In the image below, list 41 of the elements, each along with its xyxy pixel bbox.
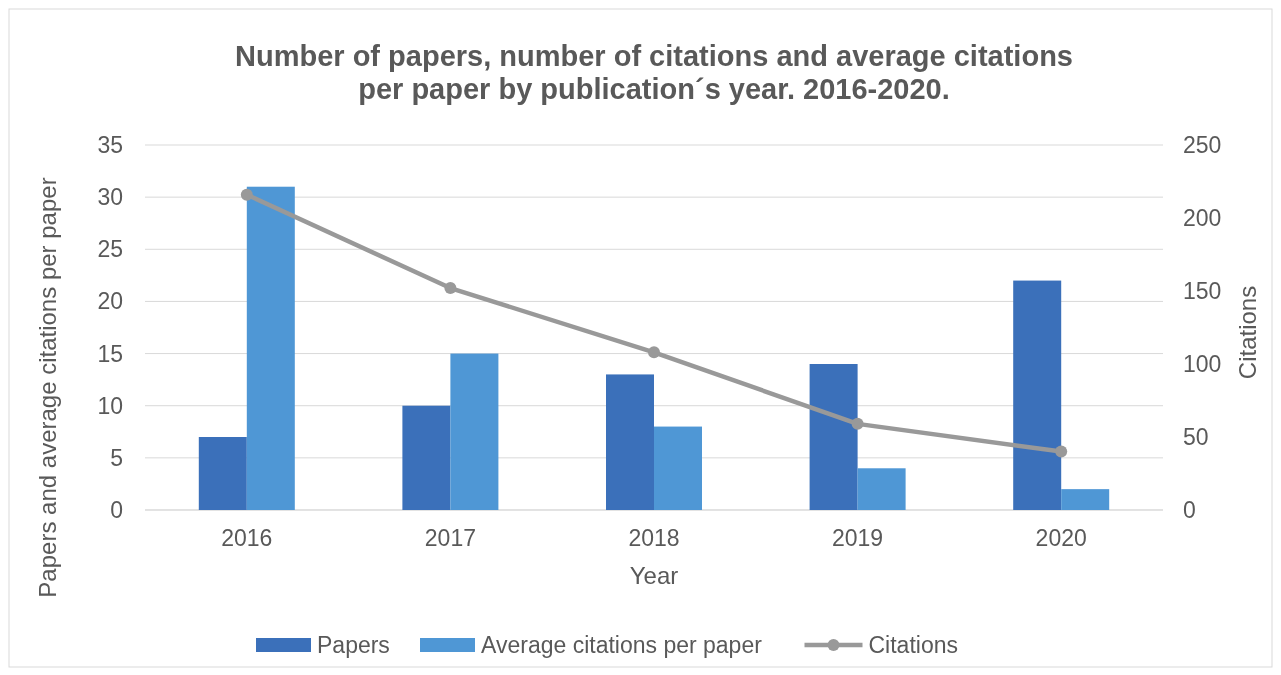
x-tick-label: 2018 [628,525,680,551]
y2-tick-label: 50 [1183,424,1209,451]
y2-tick-label: 200 [1183,205,1222,232]
y-tick-label: 25 [97,236,123,263]
y-axis-title: Papers and average citations per paper [34,177,61,598]
legend-label: Citations [868,632,958,659]
chart-title: Number of papers, number of citations and average citations per paper by publication´s year. 2016-2020. [235,40,1073,105]
y2-tick-label: 100 [1183,351,1222,378]
bar [198,437,247,510]
y-tick-label: 35 [97,132,123,159]
y-tick-label: 5 [110,444,123,471]
bar [606,374,654,510]
point [1055,445,1068,458]
y2-tick-label: 150 [1183,278,1222,305]
bar [1013,280,1062,510]
bar [654,426,702,510]
y-tick-label: 15 [97,340,123,367]
point [648,346,660,359]
x-axis-title: Year [629,562,679,589]
y2-tick-label: 0 [1183,497,1196,524]
y-tick-label: 20 [97,288,123,315]
point [851,417,864,430]
point [444,282,457,295]
point [240,188,253,201]
bar [450,353,499,510]
y2-tick-label: 250 [1183,132,1222,159]
x-tick-label: 2016 [221,525,273,551]
bar [246,186,295,510]
bar [402,405,451,510]
y-tick-label: 30 [97,184,123,211]
legend-label: Papers [317,632,390,659]
x-tick-label: 2020 [1035,525,1087,551]
legend-label: Average citations per paper [481,632,763,659]
y-tick-label: 10 [97,392,123,419]
bar [857,468,906,510]
x-tick-label: 2019 [832,525,884,551]
bar [1061,489,1110,510]
bar [809,364,858,510]
y-tick-label: 0 [110,497,123,524]
x-tick-label: 2017 [424,525,476,551]
y2-axis-title: Citations [1234,285,1261,380]
